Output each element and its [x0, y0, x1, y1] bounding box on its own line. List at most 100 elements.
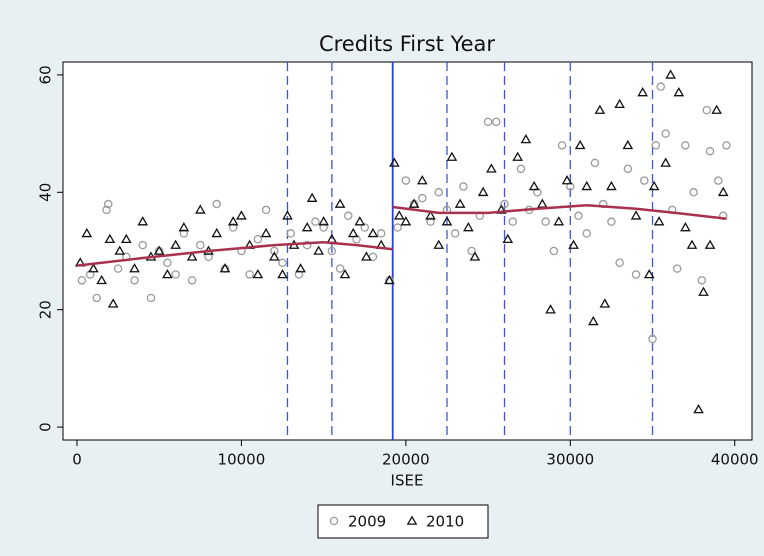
triangle-point [643, 268, 655, 279]
triangle-point [545, 304, 556, 314]
circle-point [500, 199, 509, 209]
triangle-point [268, 251, 280, 261]
triangle-point [400, 216, 412, 226]
triangle-point [698, 286, 709, 296]
triangle-point [502, 233, 514, 244]
triangle-point [384, 274, 395, 285]
triangle-point [622, 139, 634, 150]
triangle-point [653, 216, 665, 226]
circle-point [483, 117, 493, 127]
circle-point [516, 164, 526, 174]
circle-point [702, 105, 712, 115]
circle-point [689, 188, 698, 197]
triangle-point [393, 210, 405, 220]
circle-point [557, 141, 567, 150]
circle-point [623, 164, 633, 174]
circle-point [270, 246, 279, 256]
circle-point [541, 217, 550, 226]
circle-point [228, 223, 238, 232]
triangle-point [477, 186, 489, 197]
fit-line [76, 240, 393, 267]
triangle-point [334, 198, 346, 208]
triangle-point [406, 515, 418, 525]
triangle-point [137, 216, 149, 226]
y-tick-label: 0 [37, 422, 55, 432]
circle-point [697, 276, 707, 285]
circle-point [607, 217, 616, 226]
triangle-point [306, 192, 318, 202]
circle-point [661, 129, 670, 138]
triangle-point [260, 227, 272, 238]
triangle-point [88, 263, 99, 273]
circle-point [459, 182, 468, 191]
circle-point [179, 229, 189, 238]
triangle-point [528, 180, 540, 191]
triangle-point [553, 216, 565, 226]
triangle-point [495, 204, 507, 214]
circle-point [376, 229, 386, 238]
triangle-point [162, 268, 173, 279]
triangle-point [648, 180, 660, 191]
circle-point [590, 158, 600, 168]
circle-point [492, 117, 501, 127]
triangle-point [446, 151, 458, 161]
circle-point [294, 270, 304, 279]
circle-point [204, 252, 213, 262]
triangle-point [614, 98, 625, 109]
circle-point [103, 199, 113, 209]
circle-point [631, 270, 641, 279]
circle-point [549, 246, 559, 256]
y-tick-label: 20 [37, 300, 55, 319]
circle-point [681, 141, 690, 150]
triangle-point [295, 263, 306, 273]
circle-point [640, 176, 649, 185]
triangle-point [277, 268, 288, 279]
circle-point [286, 229, 295, 238]
circle-point [393, 223, 402, 232]
x-tick-label: 20000 [382, 451, 430, 469]
triangle-point [581, 180, 593, 191]
circle-point [651, 141, 661, 150]
circle-point [187, 276, 197, 285]
circle-point [278, 258, 287, 267]
triangle-point [354, 216, 366, 226]
circle-point [212, 199, 222, 209]
circle-point [401, 176, 411, 185]
triangle-point [186, 251, 198, 261]
circle-point [714, 176, 723, 185]
triangle-point [96, 274, 107, 285]
triangle-point [120, 233, 132, 244]
triangle-point [107, 298, 119, 308]
triangle-point [219, 263, 231, 273]
triangle-point [704, 239, 716, 249]
circle-point [319, 223, 328, 232]
triangle-point [630, 210, 642, 220]
triangle-point [660, 157, 671, 167]
circle-point [705, 146, 715, 156]
triangle-point [561, 175, 573, 185]
circle-point [722, 141, 731, 150]
triangle-point [408, 198, 420, 208]
circle-point [574, 211, 583, 221]
x-tick-label: 10000 [218, 451, 266, 469]
triangle-point [339, 268, 351, 279]
circle-point [77, 276, 87, 285]
triangle-point [361, 251, 372, 261]
triangle-point [318, 216, 329, 226]
triangle-point [367, 227, 379, 238]
triangle-point [673, 87, 685, 97]
circle-point [434, 188, 443, 197]
triangle-point [680, 222, 691, 232]
triangle-point [211, 227, 223, 238]
triangle-point [686, 239, 698, 249]
circle-point [329, 516, 339, 526]
triangle-point [104, 233, 116, 244]
triangle-point [194, 204, 206, 214]
triangle-point [252, 268, 264, 279]
triangle-point [469, 251, 481, 261]
circle-point [171, 270, 180, 279]
triangle-point [129, 263, 140, 273]
triangle-point [711, 104, 722, 114]
circle-point [138, 240, 148, 250]
circle-point [245, 270, 254, 279]
